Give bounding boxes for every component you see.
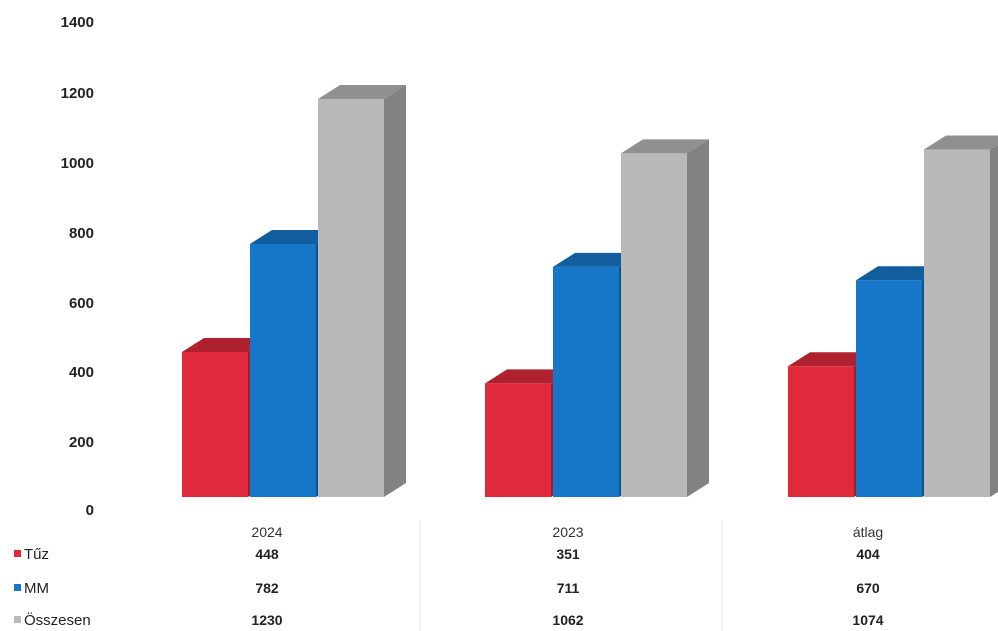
y-tick-label: 1000 [61, 155, 94, 172]
legend-swatch [14, 616, 21, 623]
bar-top [924, 135, 998, 150]
y-tick-label: 600 [69, 295, 94, 312]
legend-label: Tűz [24, 546, 49, 563]
data-label: 711 [557, 580, 580, 596]
bar-top [621, 139, 709, 154]
y-axis: 0 200 400 600 800 1000 1200 1400 [61, 14, 94, 519]
data-label: 670 [856, 580, 880, 596]
bar-front [485, 383, 551, 497]
bar-top [485, 369, 573, 384]
bar-Összesen-2024 [318, 84, 406, 498]
bar-front [924, 149, 990, 497]
bar-Összesen-2023 [621, 139, 709, 498]
bar-top [318, 84, 406, 99]
bar-top [553, 252, 641, 267]
bar-front [182, 352, 248, 497]
bar-side [990, 144, 998, 497]
data-label: 1074 [852, 612, 883, 628]
data-label: 782 [255, 580, 279, 596]
data-table: 2024 2023 átlag Tűz 448 351 404 MM 782 711 670 Össz… [14, 520, 884, 631]
data-label: 448 [255, 546, 279, 562]
bar-front [250, 243, 316, 497]
y-tick-label: 400 [69, 364, 94, 381]
bar-top [788, 352, 876, 367]
y-tick-label: 0 [86, 502, 94, 519]
y-tick-label: 1400 [61, 14, 94, 31]
category-label: 2023 [552, 524, 583, 540]
y-tick-label: 200 [69, 434, 94, 451]
bar-top [856, 266, 944, 281]
bar-side [384, 84, 406, 498]
bar-front [621, 153, 687, 498]
category-label: 2024 [251, 524, 282, 540]
bar-top [182, 338, 270, 353]
legend-label: MM [24, 580, 49, 597]
legend-label: Összesen [24, 611, 91, 629]
category-label: átlag [853, 524, 883, 540]
bar-front [553, 266, 619, 497]
bar-Összesen-átlag [924, 135, 998, 497]
bar-front [318, 98, 384, 498]
data-label: 1062 [552, 612, 583, 628]
bar-side [687, 139, 709, 498]
bar-front [788, 366, 854, 497]
y-tick-label: 800 [69, 225, 94, 242]
y-tick-label: 1200 [61, 85, 94, 102]
bars [182, 84, 998, 498]
legend-swatch [14, 584, 21, 591]
data-label: 1230 [251, 612, 282, 628]
legend-swatch [14, 550, 21, 557]
data-label: 351 [556, 546, 580, 562]
bar-top [250, 229, 338, 244]
bar-front [856, 280, 922, 497]
data-label: 404 [856, 546, 880, 562]
